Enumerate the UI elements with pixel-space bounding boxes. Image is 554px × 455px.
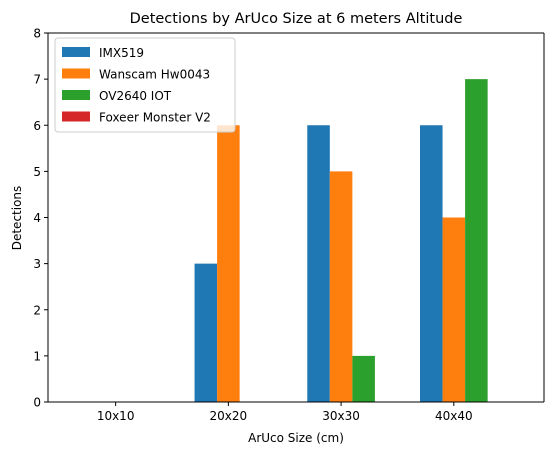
- legend-label: IMX519: [99, 46, 144, 60]
- y-tick-label: 7: [33, 73, 41, 87]
- bar-imx519-30x30: [307, 125, 330, 402]
- legend-label: Wanscam Hw0043: [99, 68, 210, 82]
- legend-box: [54, 37, 236, 133]
- bar-ov2640-iot-30x30: [352, 355, 375, 403]
- x-axis-label: ArUco Size (cm): [248, 431, 344, 445]
- x-tick-label: 40x40: [435, 409, 473, 423]
- bars-group: [194, 79, 488, 403]
- legend: IMX519 Wanscam Hw0043 OV2640 IOT Foxeer Mon…: [54, 37, 236, 133]
- y-axis-label: Detections: [10, 186, 24, 251]
- chart-title: Detections by ArUco Size at 6 meters Alt…: [130, 11, 463, 27]
- x-tick-label: 20x20: [210, 409, 248, 423]
- x-tick-label: 10x10: [97, 409, 135, 423]
- x-tick-label: 30x30: [322, 409, 360, 423]
- y-tick-label: 8: [33, 27, 41, 41]
- bar-wanscam-hw0043-30x30: [329, 171, 353, 403]
- y-tick-label: 2: [33, 303, 41, 317]
- y-tick-label: 1: [33, 349, 41, 363]
- y-tick-label: 0: [33, 396, 41, 410]
- ticks-group: 10x10 20x20 30x30 40x40 0 1 2 3 4 5 6 7 8: [33, 27, 472, 424]
- bar-wanscam-hw0043-40x40: [442, 217, 466, 402]
- legend-swatch: [62, 90, 90, 100]
- bar-imx519-20x20: [194, 263, 218, 403]
- legend-swatch: [62, 47, 90, 57]
- legend-label: OV2640 IOT: [99, 89, 172, 103]
- y-tick-label: 6: [33, 119, 41, 133]
- bar-imx519-40x40: [420, 125, 443, 402]
- legend-swatch: [62, 111, 90, 122]
- y-tick-label: 4: [33, 211, 41, 225]
- y-tick-label: 5: [33, 165, 41, 179]
- y-tick-label: 3: [33, 257, 41, 271]
- bar-ov2640-iot-40x40: [465, 79, 488, 403]
- bar-wanscam-hw0043-20x20: [217, 125, 240, 402]
- legend-swatch: [62, 68, 90, 79]
- legend-label: Foxeer Monster V2: [99, 111, 211, 125]
